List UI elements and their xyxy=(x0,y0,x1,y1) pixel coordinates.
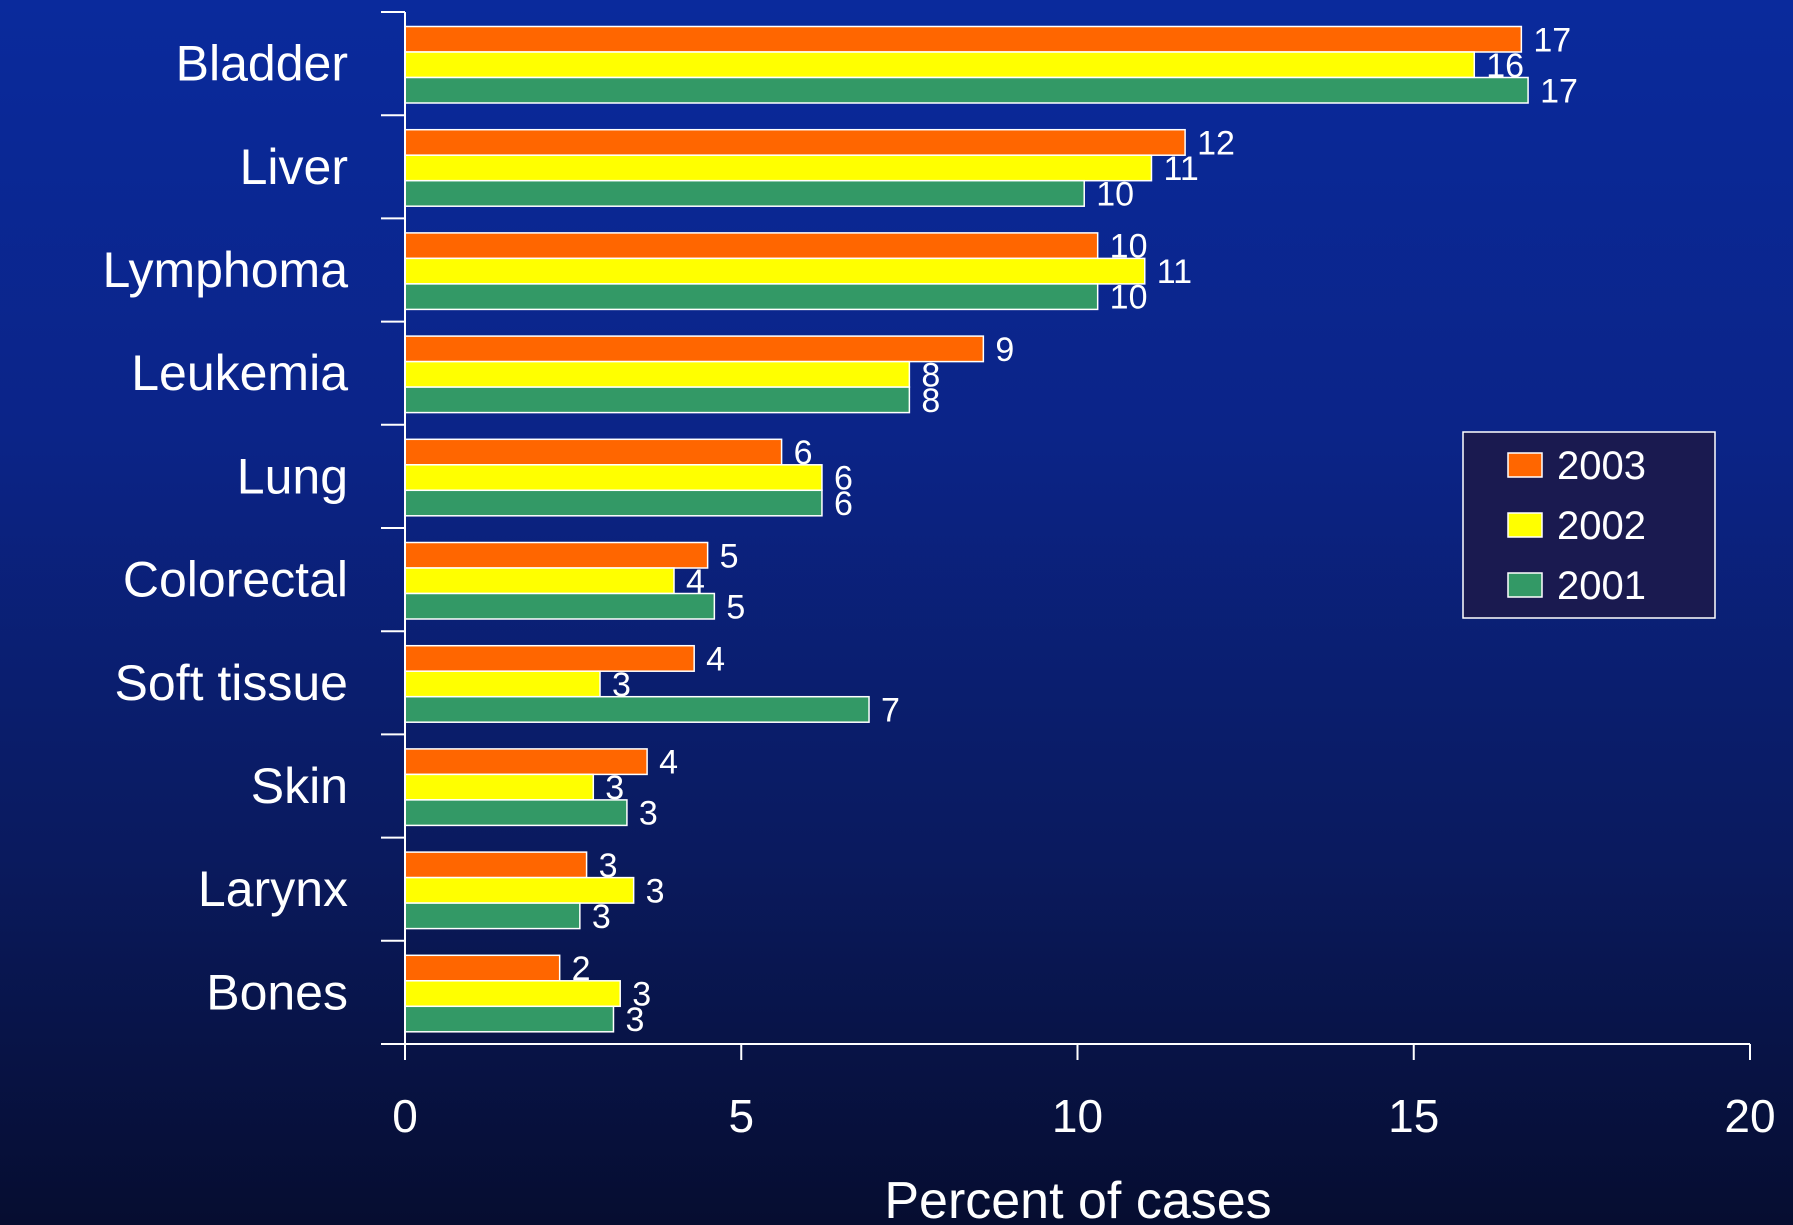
x-tick-label-10: 10 xyxy=(1052,1090,1103,1142)
value-label-leukemia-2001: 8 xyxy=(921,382,940,420)
category-label-skin: Skin xyxy=(251,758,348,814)
category-label-lung: Lung xyxy=(237,448,348,504)
value-label-lymphoma-2002: 11 xyxy=(1157,253,1192,291)
bar-lung-2001 xyxy=(404,489,823,517)
bar-lymphoma-2002 xyxy=(404,257,1146,285)
legend-swatch-2001 xyxy=(1507,572,1543,598)
value-label-skin-2003: 4 xyxy=(659,744,678,782)
category-label-colorectal: Colorectal xyxy=(123,552,348,608)
x-tick-label-5: 5 xyxy=(728,1090,754,1142)
legend-label-2003: 2003 xyxy=(1557,444,1646,488)
value-label-bladder-2002: 16 xyxy=(1486,47,1524,85)
legend-box xyxy=(1462,431,1716,619)
bar-lung-2003 xyxy=(404,438,783,466)
value-label-colorectal-2003: 5 xyxy=(720,537,739,575)
bar-bladder-2002 xyxy=(404,51,1476,79)
x-axis-title: Percent of cases xyxy=(884,1172,1271,1225)
bar-bones-2001 xyxy=(404,1005,615,1033)
x-tick-label-0: 0 xyxy=(392,1090,418,1142)
value-label-soft-tissue-2002: 3 xyxy=(612,666,631,704)
bars-layer xyxy=(404,25,1529,1033)
bar-liver-2001 xyxy=(404,179,1085,207)
bar-bladder-2003 xyxy=(404,25,1523,53)
bar-bladder-2001 xyxy=(404,76,1529,104)
category-label-bones: Bones xyxy=(206,964,348,1020)
value-label-leukemia-2003: 9 xyxy=(995,331,1014,369)
bar-lung-2002 xyxy=(404,464,823,492)
bar-leukemia-2002 xyxy=(404,360,911,388)
value-label-lung-2002: 6 xyxy=(834,460,853,498)
bar-liver-2003 xyxy=(404,128,1186,156)
x-tick-label-20: 20 xyxy=(1724,1090,1775,1142)
value-label-colorectal-2002: 4 xyxy=(686,563,705,601)
value-label-soft-tissue-2003: 4 xyxy=(706,640,725,678)
bar-larynx-2001 xyxy=(404,902,581,930)
bar-soft-tissue-2003 xyxy=(404,644,695,672)
category-label-larynx: Larynx xyxy=(198,861,348,917)
value-label-bladder-2003: 17 xyxy=(1533,21,1571,59)
value-label-bones-2003: 2 xyxy=(572,950,591,988)
bar-skin-2001 xyxy=(404,799,628,827)
value-label-liver-2001: 10 xyxy=(1096,175,1134,213)
legend-label-2002: 2002 xyxy=(1557,504,1646,548)
bar-colorectal-2003 xyxy=(404,541,709,569)
value-label-leukemia-2002: 8 xyxy=(921,356,940,394)
axes-layer xyxy=(381,11,1751,1060)
value-label-liver-2003: 12 xyxy=(1197,124,1235,162)
value-label-lung-2003: 6 xyxy=(794,434,813,472)
labels-layer: 171617Bladder121110Liver101110Lymphoma98… xyxy=(103,21,1776,1142)
bar-bones-2003 xyxy=(404,954,561,982)
value-label-bones-2002: 3 xyxy=(632,976,651,1014)
bar-larynx-2002 xyxy=(404,876,635,904)
value-label-larynx-2001: 3 xyxy=(592,898,611,936)
bar-colorectal-2001 xyxy=(404,592,716,620)
legend-swatch-2002 xyxy=(1507,512,1543,538)
legend-swatch-2003 xyxy=(1507,452,1543,478)
value-label-lymphoma-2001: 10 xyxy=(1110,279,1148,317)
legend: 2003 2002 2001 xyxy=(1462,431,1716,619)
bar-leukemia-2001 xyxy=(404,386,911,414)
category-label-liver: Liver xyxy=(240,139,348,195)
value-label-larynx-2003: 3 xyxy=(599,847,618,885)
value-label-lymphoma-2003: 10 xyxy=(1110,228,1148,266)
x-tick-label-15: 15 xyxy=(1388,1090,1439,1142)
bar-lymphoma-2001 xyxy=(404,283,1099,311)
value-label-soft-tissue-2001: 7 xyxy=(881,691,900,729)
value-label-lung-2001: 6 xyxy=(834,485,853,523)
category-label-leukemia: Leukemia xyxy=(131,345,348,401)
value-label-skin-2002: 3 xyxy=(605,769,624,807)
value-label-bones-2001: 3 xyxy=(625,1001,644,1039)
bar-larynx-2003 xyxy=(404,851,588,879)
value-label-skin-2001: 3 xyxy=(639,795,658,833)
value-label-liver-2002: 11 xyxy=(1163,150,1198,188)
bar-colorectal-2002 xyxy=(404,567,675,595)
value-label-bladder-2001: 17 xyxy=(1540,72,1578,110)
bar-liver-2002 xyxy=(404,154,1153,182)
bar-skin-2002 xyxy=(404,773,595,801)
value-label-larynx-2002: 3 xyxy=(646,872,665,910)
category-label-soft-tissue: Soft tissue xyxy=(115,655,348,711)
category-label-bladder: Bladder xyxy=(176,36,348,92)
bar-soft-tissue-2001 xyxy=(404,695,870,723)
bar-lymphoma-2003 xyxy=(404,232,1099,260)
legend-label-2001: 2001 xyxy=(1557,564,1646,608)
category-label-lymphoma: Lymphoma xyxy=(103,242,349,298)
bar-leukemia-2003 xyxy=(404,335,985,363)
bar-soft-tissue-2002 xyxy=(404,670,601,698)
value-label-colorectal-2001: 5 xyxy=(726,588,745,626)
